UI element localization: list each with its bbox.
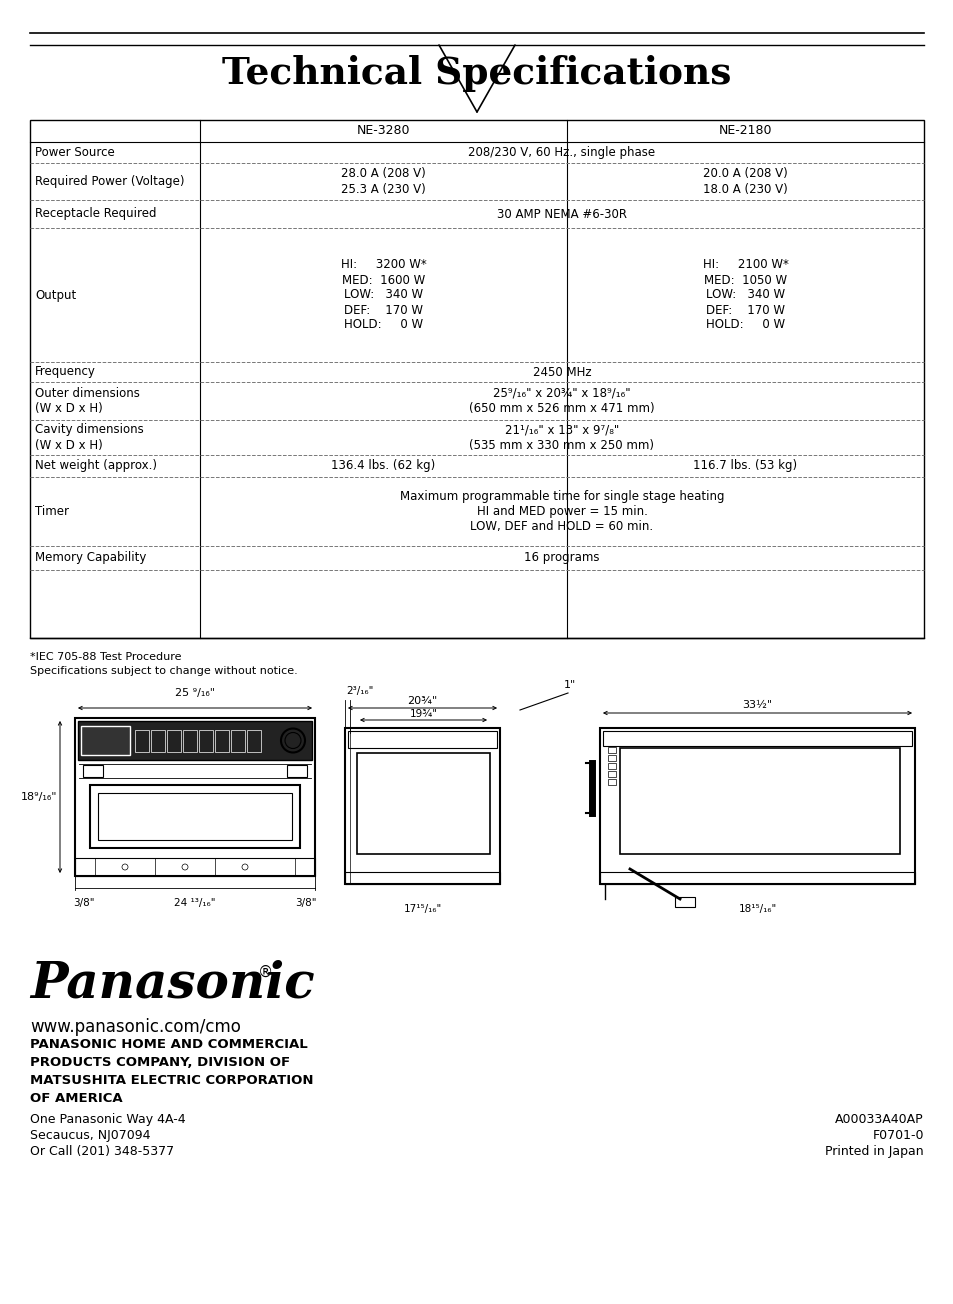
- Text: 17¹⁵/₁₆": 17¹⁵/₁₆": [403, 904, 441, 914]
- Bar: [619, 748, 899, 854]
- Text: Secaucus, NJ07094: Secaucus, NJ07094: [30, 1129, 151, 1142]
- Bar: [247, 730, 261, 752]
- Text: Outer dimensions
(W x D x H): Outer dimensions (W x D x H): [35, 387, 140, 415]
- Text: ®: ®: [257, 965, 273, 981]
- Text: Receptacle Required: Receptacle Required: [35, 207, 156, 220]
- Text: Specifications subject to change without notice.: Specifications subject to change without…: [30, 666, 297, 675]
- Text: 3/8": 3/8": [294, 898, 316, 908]
- Text: NE-3280: NE-3280: [356, 124, 410, 137]
- Bar: [75, 719, 314, 876]
- Text: 2450 MHz: 2450 MHz: [532, 365, 591, 378]
- Text: PRODUCTS COMPANY, DIVISION OF: PRODUCTS COMPANY, DIVISION OF: [30, 1056, 290, 1069]
- Text: Required Power (Voltage): Required Power (Voltage): [35, 175, 184, 188]
- Text: *IEC 705-88 Test Procedure: *IEC 705-88 Test Procedure: [30, 652, 181, 662]
- Text: 28.0 A (208 V)
25.3 A (230 V): 28.0 A (208 V) 25.3 A (230 V): [341, 167, 425, 196]
- Text: Output: Output: [35, 288, 76, 301]
- Bar: [356, 752, 490, 854]
- Text: HI:     2100 W*
MED:  1050 W
LOW:   340 W
DEF:    170 W
HOLD:     0 W: HI: 2100 W* MED: 1050 W LOW: 340 W DEF: …: [701, 258, 787, 331]
- Text: Cavity dimensions
(W x D x H): Cavity dimensions (W x D x H): [35, 424, 144, 451]
- Bar: [81, 726, 130, 755]
- Text: One Panasonic Way 4A-4: One Panasonic Way 4A-4: [30, 1114, 186, 1125]
- Text: Frequency: Frequency: [35, 365, 95, 378]
- Bar: [602, 732, 911, 746]
- Bar: [214, 730, 229, 752]
- Bar: [599, 728, 914, 884]
- Text: OF AMERICA: OF AMERICA: [30, 1091, 123, 1104]
- Bar: [78, 721, 312, 760]
- Text: Timer: Timer: [35, 505, 69, 518]
- Text: 30 AMP NEMA #6-30R: 30 AMP NEMA #6-30R: [497, 207, 626, 220]
- Bar: [607, 778, 616, 785]
- Text: 3/8": 3/8": [73, 898, 94, 908]
- Bar: [348, 732, 497, 748]
- Text: 136.4 lbs. (62 kg): 136.4 lbs. (62 kg): [331, 459, 436, 472]
- Text: Maximum programmable time for single stage heating
HI and MED power = 15 min.
LO: Maximum programmable time for single sta…: [399, 490, 723, 533]
- Text: Technical Specifications: Technical Specifications: [222, 55, 731, 91]
- Text: 2³/₁₆": 2³/₁₆": [346, 686, 374, 696]
- Bar: [183, 730, 196, 752]
- Text: A00033A40AP: A00033A40AP: [835, 1114, 923, 1125]
- Text: NE-2180: NE-2180: [718, 124, 771, 137]
- Bar: [75, 858, 314, 876]
- Bar: [345, 728, 499, 884]
- Bar: [607, 771, 616, 777]
- Text: HI:     3200 W*
MED:  1600 W
LOW:   340 W
DEF:    170 W
HOLD:     0 W: HI: 3200 W* MED: 1600 W LOW: 340 W DEF: …: [340, 258, 426, 331]
- Bar: [167, 730, 181, 752]
- Text: PANASONIC HOME AND COMMERCIAL: PANASONIC HOME AND COMMERCIAL: [30, 1038, 308, 1051]
- Bar: [287, 765, 307, 777]
- Text: 20¾": 20¾": [407, 696, 437, 705]
- Bar: [345, 872, 499, 884]
- Text: 24 ¹³/₁₆": 24 ¹³/₁₆": [174, 898, 215, 908]
- Bar: [607, 747, 616, 752]
- Text: Or Call (201) 348-5377: Or Call (201) 348-5377: [30, 1145, 174, 1158]
- Text: Net weight (approx.): Net weight (approx.): [35, 459, 157, 472]
- Text: MATSUSHITA ELECTRIC CORPORATION: MATSUSHITA ELECTRIC CORPORATION: [30, 1074, 314, 1088]
- Text: www.panasonic.com/cmo: www.panasonic.com/cmo: [30, 1018, 240, 1035]
- Text: 25⁹/₁₆" x 20¾" x 18⁹/₁₆"
(650 mm x 526 mm x 471 mm): 25⁹/₁₆" x 20¾" x 18⁹/₁₆" (650 mm x 526 m…: [469, 387, 654, 415]
- Text: Panasonic: Panasonic: [30, 960, 314, 1009]
- Bar: [151, 730, 165, 752]
- Text: 18⁹/₁₆": 18⁹/₁₆": [20, 792, 57, 802]
- Text: 116.7 lbs. (53 kg): 116.7 lbs. (53 kg): [693, 459, 797, 472]
- Text: Printed in Japan: Printed in Japan: [824, 1145, 923, 1158]
- Text: Memory Capability: Memory Capability: [35, 552, 146, 565]
- Text: 208/230 V, 60 Hz., single phase: 208/230 V, 60 Hz., single phase: [468, 146, 655, 159]
- Text: 33½": 33½": [741, 700, 772, 709]
- Bar: [231, 730, 245, 752]
- Text: 1": 1": [563, 679, 576, 690]
- Bar: [599, 872, 914, 884]
- Bar: [30, 120, 923, 638]
- Text: 18¹⁵/₁₆": 18¹⁵/₁₆": [738, 904, 776, 914]
- Text: Power Source: Power Source: [35, 146, 114, 159]
- Text: 20.0 A (208 V)
18.0 A (230 V): 20.0 A (208 V) 18.0 A (230 V): [702, 167, 787, 196]
- Bar: [98, 793, 292, 840]
- Bar: [83, 765, 103, 777]
- Bar: [199, 730, 213, 752]
- Bar: [607, 763, 616, 769]
- Text: 16 programs: 16 programs: [524, 552, 599, 565]
- Bar: [90, 785, 299, 848]
- Bar: [675, 897, 695, 908]
- Text: 19¾": 19¾": [409, 709, 437, 719]
- Bar: [135, 730, 149, 752]
- Bar: [607, 755, 616, 762]
- Text: 21¹/₁₆" x 13" x 9⁷/₈"
(535 mm x 330 mm x 250 mm): 21¹/₁₆" x 13" x 9⁷/₈" (535 mm x 330 mm x…: [469, 424, 654, 451]
- Text: 25 ⁹/₁₆": 25 ⁹/₁₆": [174, 689, 214, 698]
- Text: F0701-0: F0701-0: [872, 1129, 923, 1142]
